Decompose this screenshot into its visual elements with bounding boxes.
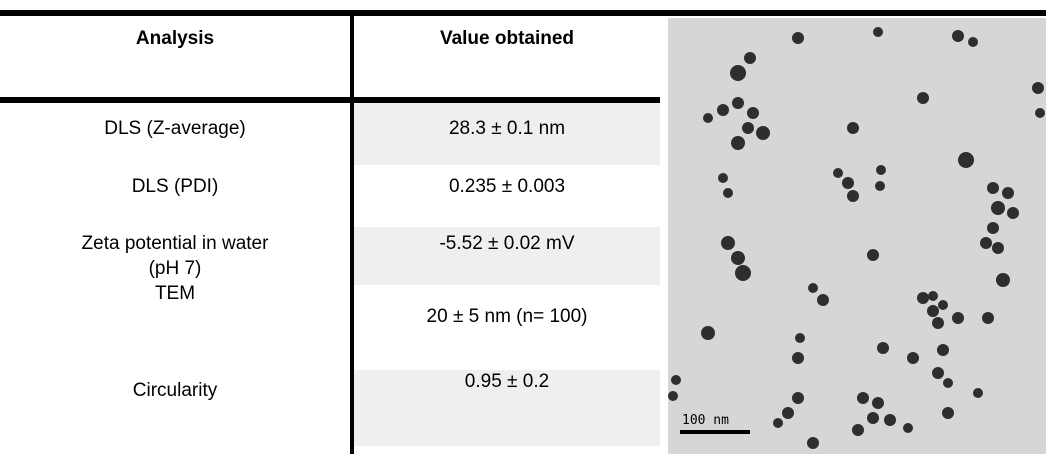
cell: Circularity — [0, 380, 350, 402]
cell: Zeta potential in water — [0, 233, 350, 255]
top-rule — [0, 10, 1046, 16]
cell: 28.3 ± 0.1 nm — [354, 118, 660, 140]
cell: DLS (PDI) — [0, 176, 350, 198]
cell: 20 ± 5 nm (n= 100) — [354, 306, 660, 328]
page: Analysis Value obtained DLS (Z-average) … — [0, 0, 1046, 454]
header-cell: Analysis — [0, 28, 350, 50]
cell: DLS (Z-average) — [0, 118, 350, 140]
scale-bar-label: 100 nm — [682, 413, 729, 428]
cell: TEM — [0, 283, 350, 305]
cell: -5.52 ± 0.02 mV — [354, 233, 660, 255]
cell: (pH 7) — [0, 258, 350, 280]
tem-image: 100 nm — [668, 18, 1046, 454]
header-cell: Value obtained — [354, 28, 660, 50]
cell: 0.95 ± 0.2 — [354, 371, 660, 393]
cell: 0.235 ± 0.003 — [354, 176, 660, 198]
